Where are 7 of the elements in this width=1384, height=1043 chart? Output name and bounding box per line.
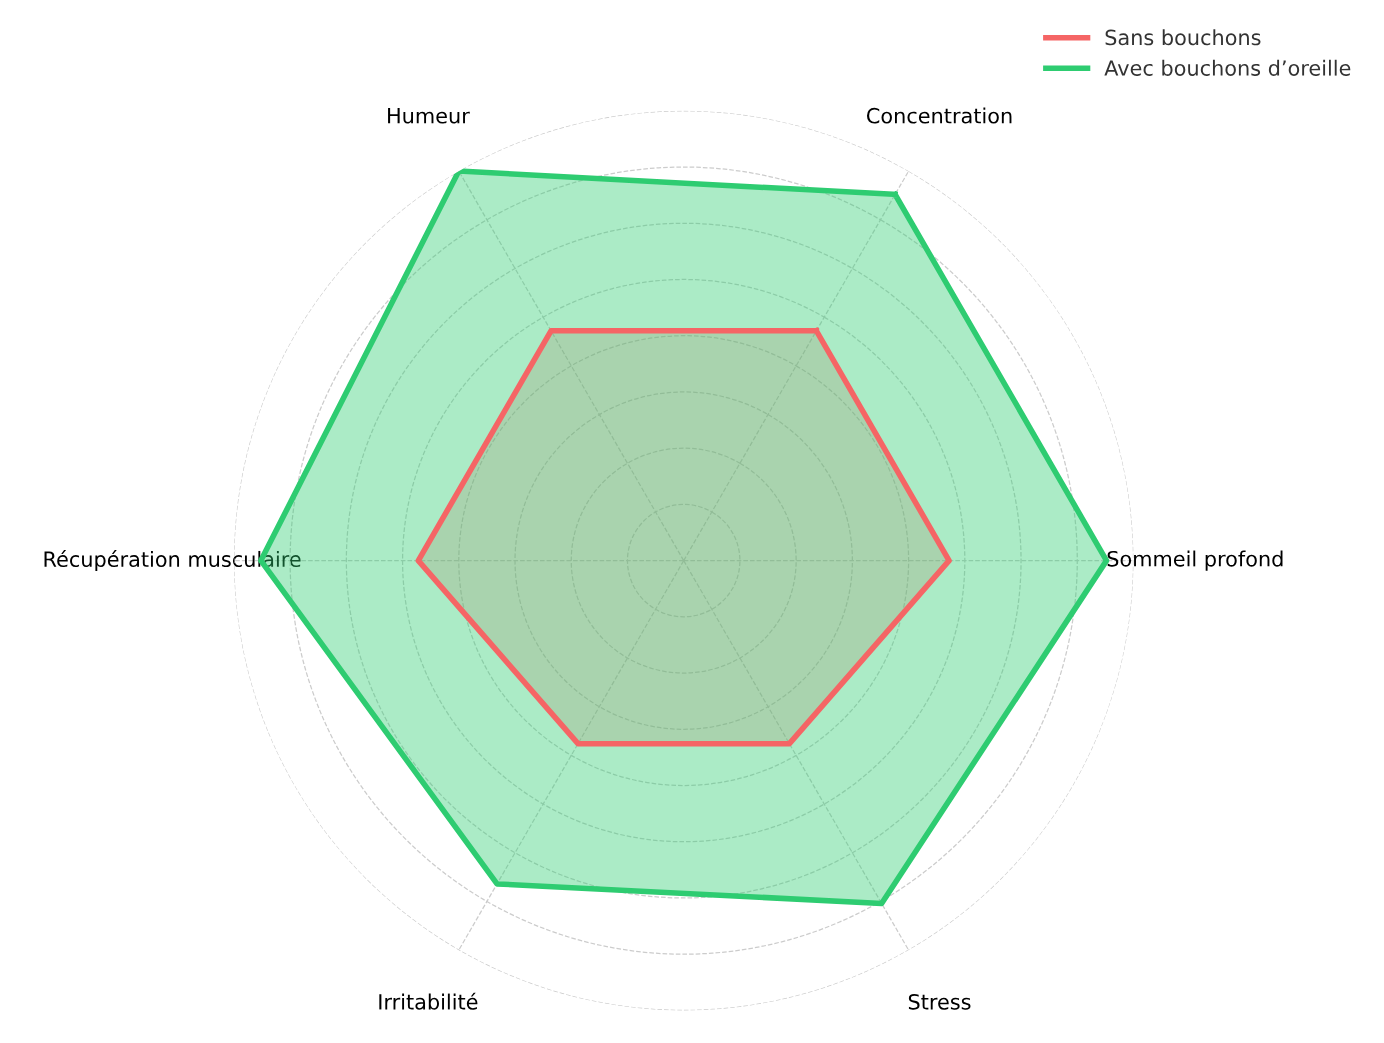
spoke-label: Concentration [866,107,1012,124]
legend-label: Avec bouchons d’oreille [1104,59,1351,76]
spoke-label: Sommeil profond [1107,550,1283,571]
spoke-label: Irritabilité [379,992,478,1010]
spoke-label: Stress [908,993,971,1010]
spoke-label: Humeur [388,108,470,124]
legend-label: Sans bouchons [1105,29,1261,46]
